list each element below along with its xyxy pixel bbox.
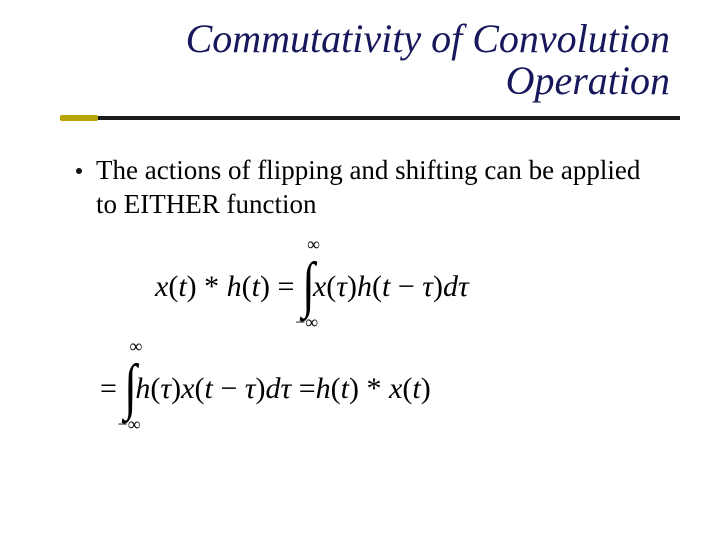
eq1-var-2: t	[252, 270, 260, 304]
title-line-2: Operation	[40, 60, 670, 102]
equation-2: ∞ −∞ = ∫ h(τ)x(t − τ)dτ = h(t) * x(t)	[100, 336, 680, 436]
eq1-lhs-f2: h	[227, 270, 242, 304]
eq1-lhs-f1: x	[155, 270, 168, 304]
eq1-dtau: τ	[458, 270, 469, 304]
underline-accent	[60, 115, 98, 121]
eq2-var-1: t	[204, 372, 212, 406]
eq2-dtau: τ	[281, 372, 292, 406]
eq2-rhs-f2: x	[389, 372, 402, 406]
eq2-rhs-f1: h	[316, 372, 331, 406]
bullet-item: The actions of flipping and shifting can…	[76, 154, 650, 222]
eq1-f1: x	[313, 270, 326, 304]
eq2-f2: x	[181, 372, 194, 406]
slide: Commutativity of Convolution Operation T…	[0, 0, 720, 540]
eq2-f1: h	[135, 372, 150, 406]
underline-bar	[60, 116, 680, 120]
equations: ∞ −∞ x(t) * h(t) = ∫ x(τ)h(t − τ)dτ ∞ −∞…	[40, 234, 680, 436]
equation-1: ∞ −∞ x(t) * h(t) = ∫ x(τ)h(t − τ)dτ	[155, 234, 680, 332]
eq2-tau-2: τ	[245, 372, 256, 406]
eq1-f2: h	[357, 270, 372, 304]
eq1-tau-1: τ	[336, 270, 347, 304]
title-line-1: Commutativity of Convolution	[40, 18, 670, 60]
eq1-tau-2: τ	[422, 270, 433, 304]
title-underline	[40, 112, 680, 126]
eq1-body: x(t) * h(t) = ∫ x(τ)h(t − τ)dτ	[155, 270, 469, 304]
eq2-tau-1: τ	[160, 372, 171, 406]
eq2-var-2: t	[341, 372, 349, 406]
eq1-var-1: t	[178, 270, 186, 304]
eq1-var-3: t	[382, 270, 390, 304]
eq2-var-3: t	[412, 372, 420, 406]
slide-title: Commutativity of Convolution Operation	[40, 18, 670, 102]
bullet-text: The actions of flipping and shifting can…	[96, 154, 650, 222]
bullet-dot-icon	[76, 168, 82, 174]
eq2-body: = ∫ h(τ)x(t − τ)dτ = h(t) * x(t)	[100, 372, 431, 406]
